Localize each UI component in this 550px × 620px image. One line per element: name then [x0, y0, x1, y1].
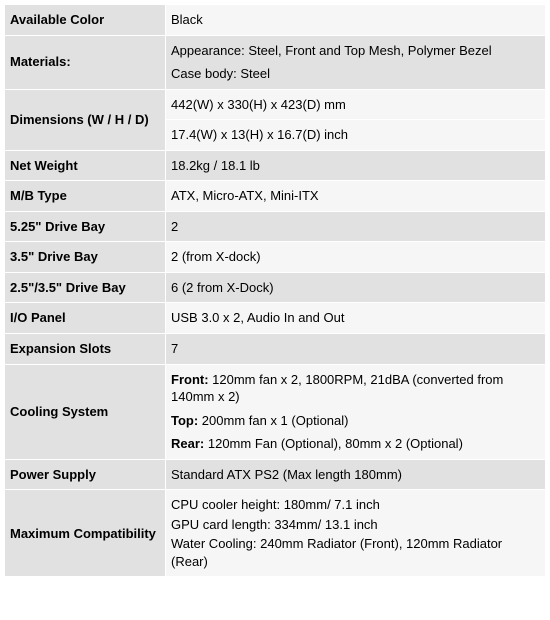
spec-value: Front: 120mm fan x 2, 1800RPM, 21dBA (co…: [166, 364, 546, 459]
cooling-rear: Rear: 120mm Fan (Optional), 80mm x 2 (Op…: [171, 435, 540, 453]
spec-label: I/O Panel: [5, 303, 166, 334]
spec-label: 2.5"/3.5" Drive Bay: [5, 272, 166, 303]
table-row: Dimensions (W / H / D) 442(W) x 330(H) x…: [5, 89, 546, 120]
spec-value: 442(W) x 330(H) x 423(D) mm: [166, 89, 546, 120]
spec-value: Standard ATX PS2 (Max length 180mm): [166, 459, 546, 490]
spec-label: Expansion Slots: [5, 334, 166, 365]
spec-value: Black: [166, 5, 546, 36]
spec-label: Net Weight: [5, 150, 166, 181]
spec-value: 6 (2 from X-Dock): [166, 272, 546, 303]
spec-value: 17.4(W) x 13(H) x 16.7(D) inch: [166, 120, 546, 151]
spec-label: M/B Type: [5, 181, 166, 212]
cooling-rear-value: 120mm Fan (Optional), 80mm x 2 (Optional…: [204, 436, 463, 451]
spec-value-line: Case body: Steel: [171, 65, 540, 83]
cooling-front-value: 120mm fan x 2, 1800RPM, 21dBA (converted…: [171, 372, 503, 405]
spec-table: Available Color Black Materials: Appeara…: [4, 4, 546, 577]
spec-label: Available Color: [5, 5, 166, 36]
spec-value: 18.2kg / 18.1 lb: [166, 150, 546, 181]
spec-value: 7: [166, 334, 546, 365]
spec-value: Appearance: Steel, Front and Top Mesh, P…: [166, 35, 546, 89]
spec-label: Materials:: [5, 35, 166, 89]
spec-label: 3.5" Drive Bay: [5, 242, 166, 273]
cooling-top-label: Top:: [171, 413, 198, 428]
spec-value: 2 (from X-dock): [166, 242, 546, 273]
table-row: 5.25" Drive Bay 2: [5, 211, 546, 242]
spec-value: ATX, Micro-ATX, Mini-ITX: [166, 181, 546, 212]
spec-value-line: CPU cooler height: 180mm/ 7.1 inch: [171, 496, 540, 514]
table-row: Expansion Slots 7: [5, 334, 546, 365]
cooling-front-label: Front:: [171, 372, 209, 387]
spec-label: Cooling System: [5, 364, 166, 459]
spec-label: Dimensions (W / H / D): [5, 89, 166, 150]
table-row: Maximum Compatibility CPU cooler height:…: [5, 490, 546, 577]
spec-label: Power Supply: [5, 459, 166, 490]
cooling-front: Front: 120mm fan x 2, 1800RPM, 21dBA (co…: [171, 371, 540, 406]
table-row: I/O Panel USB 3.0 x 2, Audio In and Out: [5, 303, 546, 334]
spec-label: Maximum Compatibility: [5, 490, 166, 577]
cooling-top: Top: 200mm fan x 1 (Optional): [171, 412, 540, 430]
cooling-top-value: 200mm fan x 1 (Optional): [198, 413, 348, 428]
spec-value-line: Appearance: Steel, Front and Top Mesh, P…: [171, 42, 540, 60]
cooling-rear-label: Rear:: [171, 436, 204, 451]
table-row: Cooling System Front: 120mm fan x 2, 180…: [5, 364, 546, 459]
table-row: 2.5"/3.5" Drive Bay 6 (2 from X-Dock): [5, 272, 546, 303]
spec-value: 2: [166, 211, 546, 242]
table-row: Materials: Appearance: Steel, Front and …: [5, 35, 546, 89]
spec-value: CPU cooler height: 180mm/ 7.1 inch GPU c…: [166, 490, 546, 577]
spec-label: 5.25" Drive Bay: [5, 211, 166, 242]
table-row: M/B Type ATX, Micro-ATX, Mini-ITX: [5, 181, 546, 212]
spec-value: USB 3.0 x 2, Audio In and Out: [166, 303, 546, 334]
table-row: Net Weight 18.2kg / 18.1 lb: [5, 150, 546, 181]
table-row: Power Supply Standard ATX PS2 (Max lengt…: [5, 459, 546, 490]
spec-value-line: Water Cooling: 240mm Radiator (Front), 1…: [171, 535, 540, 570]
table-row: 3.5" Drive Bay 2 (from X-dock): [5, 242, 546, 273]
spec-value-line: GPU card length: 334mm/ 13.1 inch: [171, 516, 540, 534]
table-row: Available Color Black: [5, 5, 546, 36]
